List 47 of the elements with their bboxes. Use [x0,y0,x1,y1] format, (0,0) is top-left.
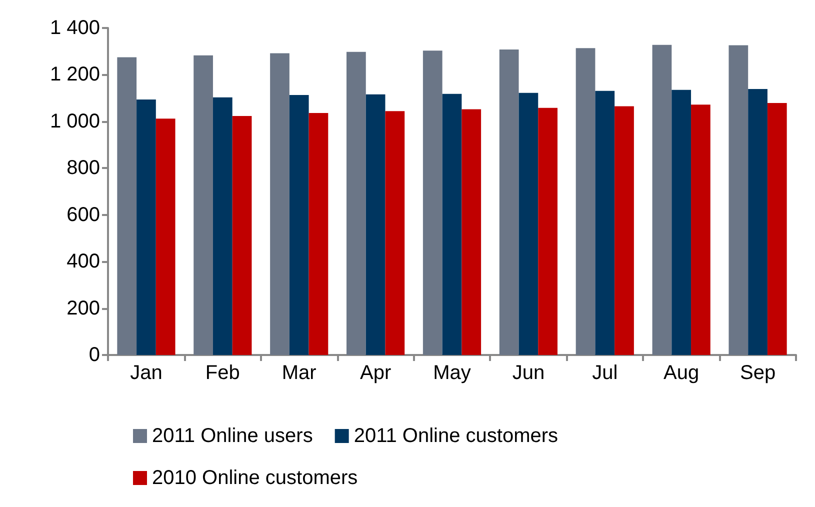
bar [728,45,748,355]
x-tick-label: Jun [512,362,545,384]
bar [385,111,405,355]
x-tick-label: Sep [740,362,776,384]
bar [212,97,232,355]
y-tick-label: 600 [66,204,100,226]
x-tick-label: Feb [205,362,240,384]
bar [270,53,290,355]
bar [442,94,462,355]
bar [652,44,672,355]
x-tick-label: Mar [282,362,317,384]
bar [156,118,176,355]
bar [462,109,482,355]
bar [538,108,558,355]
bar [518,92,538,355]
x-tick-label: May [433,362,471,384]
x-tick-label: Jan [130,362,162,384]
bar [767,102,787,355]
x-tick-label: Apr [360,362,392,384]
legend-label: 2010 Online customers [152,467,358,489]
bar [672,90,692,355]
x-tick-label: Aug [664,362,700,384]
x-tick-label: Jul [592,362,618,384]
legend-label: 2011 Online users [152,425,313,447]
y-tick-label: 800 [66,157,100,180]
bar [136,99,156,355]
bar [232,116,252,355]
y-tick-label: 200 [66,297,100,320]
y-tick-label: 1 200 [50,64,100,86]
legend-label: 2011 Online customers [354,425,558,447]
y-tick-label: 1 400 [50,17,100,39]
bar [595,90,615,355]
bar [576,48,596,355]
bar [748,88,768,355]
bar [194,55,213,355]
bar [614,106,634,355]
bar [346,52,366,355]
bar [422,50,442,355]
bar [499,49,519,355]
bar [117,57,137,355]
bar [366,94,386,355]
y-tick-label: 400 [66,250,100,273]
y-tick-label: 0 [88,344,100,366]
y-tick-label: 1 000 [50,110,100,132]
bar [308,113,328,355]
bar [691,104,710,355]
bar [289,95,309,355]
